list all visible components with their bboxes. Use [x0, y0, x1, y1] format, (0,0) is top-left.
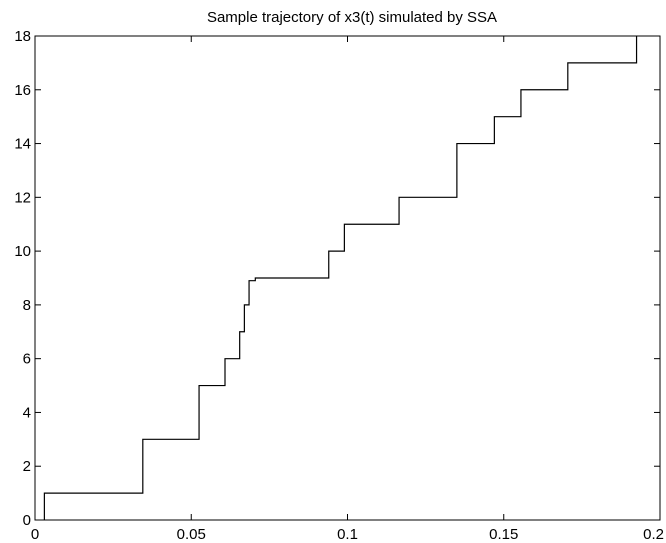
x-tick-label: 0.05 [177, 526, 206, 543]
plot-frame [34, 35, 661, 521]
y-tick-label: 2 [23, 458, 31, 475]
y-tick-label: 14 [14, 136, 31, 153]
y-tick-label: 4 [23, 404, 31, 421]
x-tick-label: 0.15 [489, 526, 518, 543]
x-axis: 0 0.05 0.1 0.15 0.2 [31, 36, 664, 543]
y-axis: 0 2 4 6 8 10 12 14 16 18 [14, 28, 660, 529]
y-tick-label: 0 [23, 512, 31, 529]
chart-title: Sample trajectory of x3(t) simulated by … [207, 9, 497, 26]
x-tick-label: 0.1 [337, 526, 358, 543]
y-tick-label: 10 [14, 243, 31, 260]
y-tick-label: 12 [14, 189, 31, 206]
y-tick-label: 8 [23, 297, 31, 314]
series-line [43, 36, 638, 520]
x-tick-label: 0 [31, 526, 39, 543]
y-tick-label: 16 [14, 82, 31, 99]
y-tick-label: 18 [14, 28, 31, 45]
y-tick-label: 6 [23, 351, 31, 368]
x-tick-label: 0.2 [643, 526, 664, 543]
